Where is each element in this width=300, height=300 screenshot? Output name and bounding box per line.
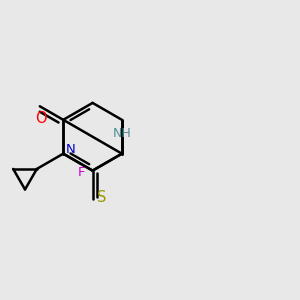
Text: S: S <box>97 190 106 206</box>
Text: O: O <box>35 111 47 126</box>
Text: NH: NH <box>112 128 131 140</box>
Text: F: F <box>78 166 85 178</box>
Text: N: N <box>66 143 76 156</box>
